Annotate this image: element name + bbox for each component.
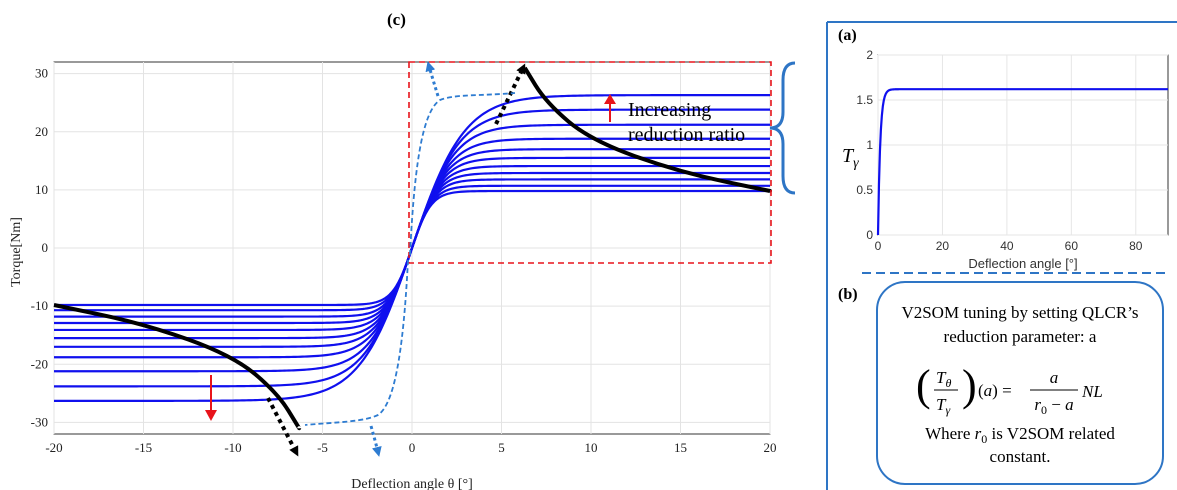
panel-b-label: (b) [838, 286, 858, 303]
blue-dotted-arrow-lower [369, 425, 382, 457]
main-y-tick-label: 30 [35, 66, 48, 81]
inset-y-axis-label: Tγ [842, 145, 859, 171]
paren-left: ( [916, 361, 931, 410]
eq-arg: (a) = [978, 381, 1012, 400]
blue-dotted-arrow-upper [425, 61, 440, 97]
inset-x-tick-label: 0 [875, 239, 882, 253]
inset-x-tick-label: 20 [936, 239, 950, 253]
inset-grid [877, 54, 1168, 236]
main-y-tick-label: -10 [31, 298, 48, 313]
main-x-tick-label: 10 [585, 440, 598, 455]
eq-nl: NL [1081, 382, 1103, 401]
inset-y-tick-label: 1 [866, 138, 873, 152]
formula-box: V2SOM tuning by setting QLCR’s reduction… [876, 281, 1164, 485]
main-y-tick-label: -30 [31, 414, 48, 429]
main-x-axis-label: Deflection angle θ [°] [351, 477, 473, 490]
inset-chart: 0 20 40 60 80 2 1.5 1 0.5 0 Tγ Deflection angle [… [842, 48, 1169, 271]
where-prefix: Where [925, 424, 975, 443]
zoom-region-box [408, 61, 772, 264]
equation: ( Tθ Tγ ) (a) = a r0 − a NL [916, 361, 1103, 417]
main-y-tick-label: 20 [35, 124, 48, 139]
main-y-tick-label: -20 [31, 356, 48, 371]
inset-y-tick-label: 2 [866, 48, 873, 62]
main-chart: -20 -15 -10 -5 0 5 10 15 20 30 20 10 0 -10 -20 -30 Incr… [9, 10, 777, 490]
main-x-tick-label: 5 [498, 440, 505, 455]
annotation-reduction-ratio: reduction ratio [628, 124, 745, 146]
main-curves [54, 94, 770, 402]
inset-x-axis-label: Deflection angle [°] [968, 256, 1077, 271]
black-dotted-arrow-up [494, 63, 526, 125]
formula-last-line: constant. [990, 447, 1051, 466]
right-panel: (a) (b) [826, 21, 1177, 490]
annotation-increasing: Increasing [628, 99, 711, 121]
inset-x-tick-label: 80 [1129, 239, 1143, 253]
envelope-curve [53, 66, 773, 431]
formula-line2: reduction parameter: a [944, 327, 1097, 346]
inset-y-tick-label: 1.5 [856, 93, 873, 107]
where-sub: 0 [981, 432, 987, 446]
inset-y-tick-label: 0.5 [856, 183, 873, 197]
inset-curve [876, 88, 1168, 236]
main-x-tick-label: -20 [45, 440, 62, 455]
main-x-tick-label: -10 [224, 440, 241, 455]
where-suffix: is V2SOM related [987, 424, 1115, 443]
formula-box-frame [876, 281, 1164, 485]
red-arrow-up-head [604, 94, 616, 104]
main-y-tick-label: 0 [42, 240, 49, 255]
eq-den: r0 − a [1034, 395, 1073, 417]
eq-num-a: a [1050, 368, 1059, 387]
inset-x-tick-label: 40 [1000, 239, 1014, 253]
paren-right: ) [962, 361, 977, 410]
red-arrow-down-head [205, 410, 217, 421]
inset-tick-labels: 0 20 40 60 80 2 1.5 1 0.5 0 [856, 48, 1142, 253]
main-y-axis-label: Torque[Nm] [9, 217, 24, 287]
formula-line1: V2SOM tuning by setting QLCR’s [901, 303, 1138, 322]
formula-where-line: Where r0 is V2SOM related [925, 424, 1115, 446]
where-r: r [975, 424, 982, 443]
torque-curve-11 [54, 94, 770, 402]
blue-dashed-trajectory-lower [304, 259, 409, 426]
inset-x-tick-label: 60 [1065, 239, 1079, 253]
main-x-tick-label: 0 [409, 440, 416, 455]
main-y-tick-label: 10 [35, 182, 48, 197]
main-x-tick-label: -15 [135, 440, 152, 455]
panel-c-label: (c) [387, 10, 406, 29]
blue-dashed-trajectory-upper [409, 92, 516, 256]
panel-a-label: (a) [838, 27, 857, 44]
main-x-tick-label: 20 [764, 440, 777, 455]
curly-brace [769, 61, 796, 195]
main-x-tick-label: -5 [317, 440, 328, 455]
inset-y-tick-label: 0 [866, 228, 873, 242]
main-tick-labels: -20 -15 -10 -5 0 5 10 15 20 30 20 10 0 -10 -20 -30 [31, 66, 777, 455]
main-x-tick-label: 15 [674, 440, 687, 455]
